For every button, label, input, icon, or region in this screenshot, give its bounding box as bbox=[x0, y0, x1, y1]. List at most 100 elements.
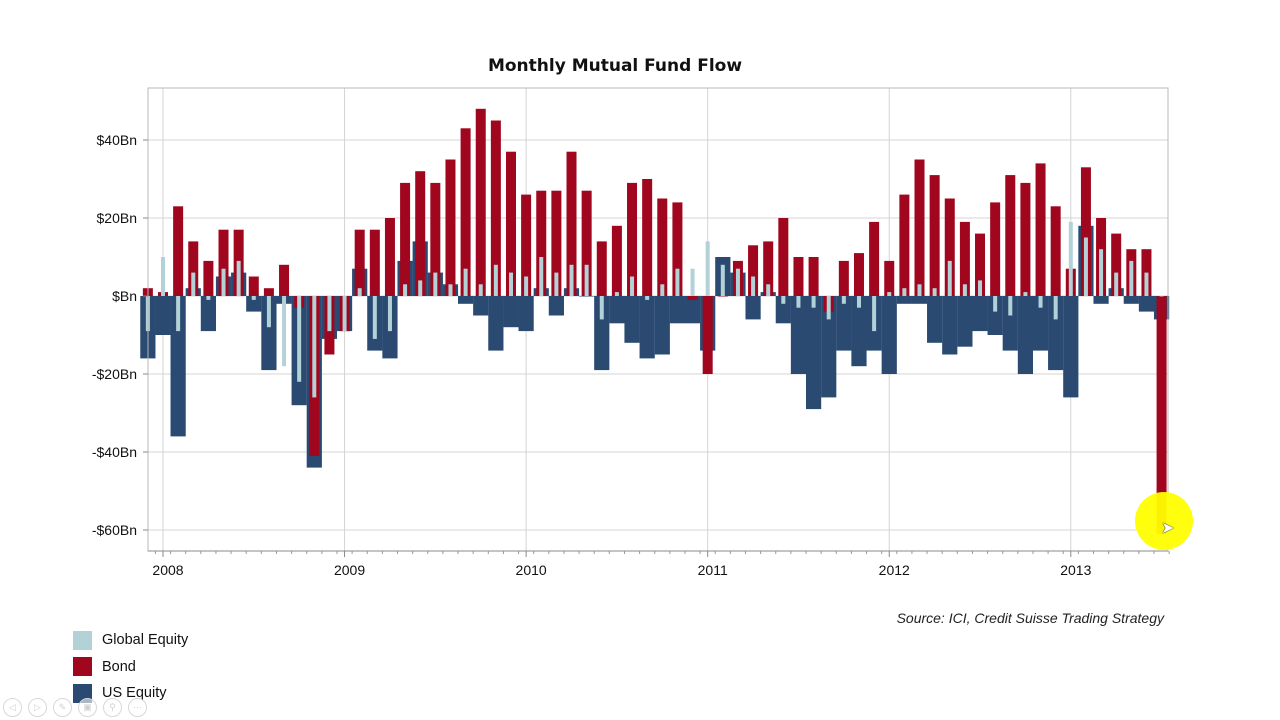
us-equity-bar bbox=[503, 296, 519, 328]
us-equity-bar bbox=[624, 296, 640, 343]
axes bbox=[147, 87, 1170, 554]
x-tick-label: 2012 bbox=[879, 562, 910, 578]
us-equity-bar bbox=[155, 296, 171, 335]
us-equity-bar bbox=[579, 296, 595, 297]
next-slide-icon[interactable]: ▷ bbox=[28, 698, 47, 717]
bond-bar bbox=[505, 151, 516, 296]
bond-bar bbox=[627, 182, 638, 296]
global-equity-bar bbox=[993, 296, 998, 312]
global-equity-bar bbox=[508, 272, 513, 296]
global-equity-bar bbox=[372, 296, 377, 339]
bond-bar bbox=[944, 198, 955, 296]
bond-bar bbox=[853, 253, 864, 296]
x-tick-label: 2008 bbox=[152, 562, 183, 578]
global-equity-bar bbox=[266, 296, 271, 328]
bond-bar bbox=[1111, 233, 1122, 296]
global-equity-bar bbox=[1099, 249, 1104, 296]
global-equity-bar bbox=[387, 296, 392, 332]
legend-swatch-global-equity bbox=[73, 630, 92, 650]
bond-bar bbox=[475, 108, 486, 296]
global-equity-bar bbox=[1053, 296, 1058, 320]
global-equity-bar bbox=[448, 284, 453, 296]
bond-bar bbox=[173, 206, 184, 296]
bond-bar bbox=[657, 198, 668, 296]
us-equity-bar bbox=[942, 296, 958, 355]
y-tick-label: $Bn bbox=[112, 288, 137, 304]
zoom-icon[interactable]: ⚲ bbox=[103, 698, 122, 717]
cursor-highlight bbox=[1135, 492, 1193, 550]
mouse-pointer-icon: ➤ bbox=[1161, 520, 1175, 537]
bond-bar bbox=[415, 171, 426, 296]
us-equity-bar bbox=[594, 296, 610, 371]
bond-bar bbox=[869, 221, 880, 296]
global-equity-bar bbox=[690, 268, 695, 296]
global-equity-bar bbox=[282, 296, 287, 367]
us-equity-bar bbox=[972, 296, 988, 332]
bond-bar bbox=[990, 202, 1001, 296]
bond-bar bbox=[1080, 167, 1091, 296]
legend: Global Equity Bond US Equity bbox=[73, 627, 188, 707]
global-equity-bar bbox=[856, 296, 861, 308]
us-equity-bar bbox=[170, 296, 186, 437]
x-tick-label: 2013 bbox=[1060, 562, 1091, 578]
legend-label: Bond bbox=[102, 658, 136, 675]
us-equity-bar bbox=[805, 296, 822, 410]
bond-bar bbox=[1156, 296, 1167, 534]
global-equity-bar bbox=[675, 268, 680, 296]
global-equity-bar bbox=[1083, 237, 1088, 296]
global-equity-bar bbox=[524, 276, 529, 296]
global-equity-bar bbox=[403, 284, 408, 296]
global-equity-bar bbox=[796, 296, 801, 308]
bond-bar bbox=[490, 120, 501, 296]
global-equity-bar bbox=[1144, 272, 1149, 296]
global-equity-bar bbox=[539, 257, 544, 296]
us-equity-bar bbox=[488, 296, 504, 351]
us-equity-bar bbox=[851, 296, 867, 367]
bond-bar bbox=[959, 221, 970, 296]
global-equity-bar bbox=[766, 284, 771, 296]
global-equity-bar bbox=[947, 260, 952, 296]
us-equity-bar bbox=[881, 296, 897, 374]
chart-title: Monthly Mutual Fund Flow bbox=[487, 56, 743, 76]
us-equity-bar bbox=[775, 296, 791, 324]
y-tick-label: -$40Bn bbox=[92, 444, 137, 460]
global-equity-bar bbox=[917, 284, 922, 296]
us-equity-bar bbox=[1048, 296, 1064, 371]
bond-bar bbox=[642, 179, 653, 296]
bond-bar bbox=[203, 260, 214, 296]
bond-bar bbox=[384, 218, 395, 296]
global-equity-bar bbox=[161, 257, 165, 296]
global-equity-bar bbox=[342, 296, 347, 332]
bond-bar bbox=[369, 229, 380, 296]
bond-bar bbox=[763, 241, 774, 296]
legend-label: Global Equity bbox=[102, 632, 189, 649]
global-equity-bar bbox=[887, 292, 892, 296]
global-equity-bar bbox=[705, 241, 710, 296]
bond-bar bbox=[793, 257, 804, 296]
y-tick-label: -$60Bn bbox=[92, 522, 137, 538]
global-equity-bar bbox=[206, 296, 211, 300]
us-equity-bar bbox=[639, 296, 655, 359]
us-equity-bar bbox=[1017, 296, 1034, 374]
us-equity-bar bbox=[896, 296, 912, 304]
bond-bar bbox=[566, 151, 577, 296]
legend-label: US Equity bbox=[102, 685, 167, 702]
previous-slide-icon[interactable]: ◁ bbox=[3, 698, 22, 717]
bond-bar bbox=[687, 296, 698, 300]
global-equity-bar bbox=[826, 296, 831, 320]
global-equity-bar bbox=[751, 276, 756, 296]
bond-bar bbox=[581, 190, 592, 296]
pen-icon[interactable]: ✎ bbox=[53, 698, 72, 717]
global-equity-bar bbox=[872, 296, 877, 332]
bond-bar bbox=[808, 257, 819, 296]
global-equity-bar bbox=[191, 272, 196, 296]
more-icon[interactable]: ⋯ bbox=[128, 698, 147, 717]
slides-icon[interactable]: ▣ bbox=[78, 698, 97, 717]
bond-bar bbox=[248, 276, 259, 296]
us-equity-bar bbox=[745, 296, 761, 320]
bond-bar bbox=[596, 241, 607, 296]
us-equity-bar bbox=[821, 296, 837, 398]
global-equity-bar bbox=[932, 288, 937, 296]
us-equity-bar bbox=[246, 296, 262, 312]
global-equity-bar bbox=[251, 296, 256, 300]
